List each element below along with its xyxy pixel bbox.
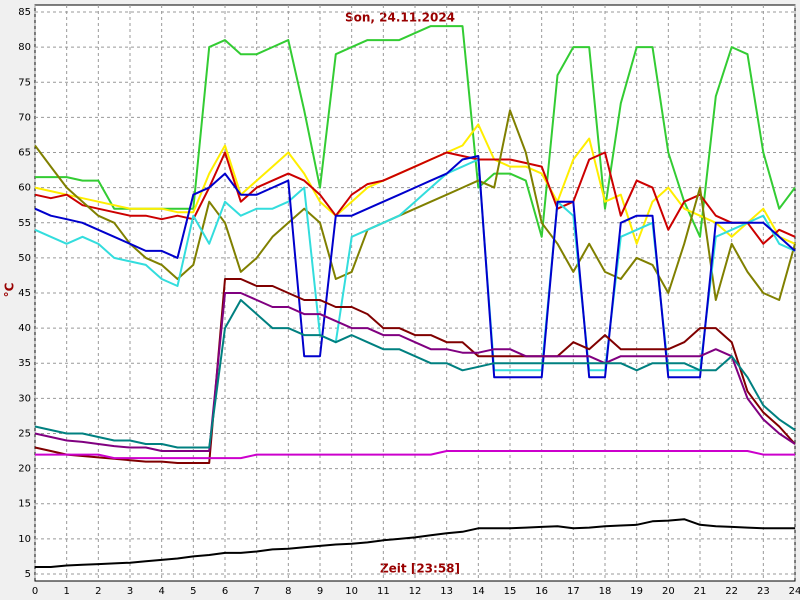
x-tick-label: 8 [285,586,291,597]
y-tick-label: 40 [18,323,31,334]
x-tick-label: 12 [409,586,422,597]
y-tick-label: 70 [18,112,31,123]
y-tick-label: 50 [18,253,31,264]
series-line [34,155,796,379]
y-tick-label: 20 [18,464,31,475]
chart-title: Son, 24.11.2024 [345,11,455,25]
x-tick-label: 1 [63,586,69,597]
x-tick-label: 9 [317,586,323,597]
y-tick-label: 45 [18,288,31,299]
x-tick-label: 20 [662,586,675,597]
y-tick-label: 25 [18,428,31,439]
x-tick-label: 18 [599,586,612,597]
x-tick-label: 10 [345,586,358,597]
x-tick-label: 4 [158,586,164,597]
x-tick-label: 14 [472,586,485,597]
y-tick-label: 10 [18,534,31,545]
y-tick-label: 55 [18,218,31,229]
y-tick-label: 15 [18,499,31,510]
y-axis-label: °C [3,282,17,297]
series-line [34,292,796,452]
x-tick-label: 6 [222,586,228,597]
x-tick-label: 3 [127,586,133,597]
x-tick-label: 13 [440,586,453,597]
x-tick-label: 7 [253,586,259,597]
series-line [35,450,795,460]
x-tick-label: 21 [694,586,707,597]
y-tick-label: 75 [18,77,31,88]
x-axis-label: Zeit [23:58] [380,562,460,576]
x-tick-label: 23 [757,586,770,597]
series-line [34,151,796,245]
x-tick-label: 0 [32,586,38,597]
y-tick-label: 60 [18,183,31,194]
x-tick-label: 5 [190,586,196,597]
series-line [34,109,796,301]
y-tick-label: 35 [18,358,31,369]
series-line [34,299,796,449]
x-tick-label: 16 [535,586,548,597]
series-line [35,518,795,568]
x-tick-label: 24 [789,586,800,597]
y-tick-label: 80 [18,42,31,53]
x-tick-label: 17 [567,586,580,597]
x-tick-label: 15 [504,586,517,597]
y-tick-label: 5 [25,569,31,580]
series-line [34,278,796,464]
y-tick-label: 30 [18,393,31,404]
x-tick-label: 11 [377,586,390,597]
y-tick-label: 65 [18,148,31,159]
x-tick-label: 2 [95,586,101,597]
y-tick-label: 85 [18,7,31,18]
x-tick-label: 22 [725,586,738,597]
x-tick-label: 19 [630,586,643,597]
